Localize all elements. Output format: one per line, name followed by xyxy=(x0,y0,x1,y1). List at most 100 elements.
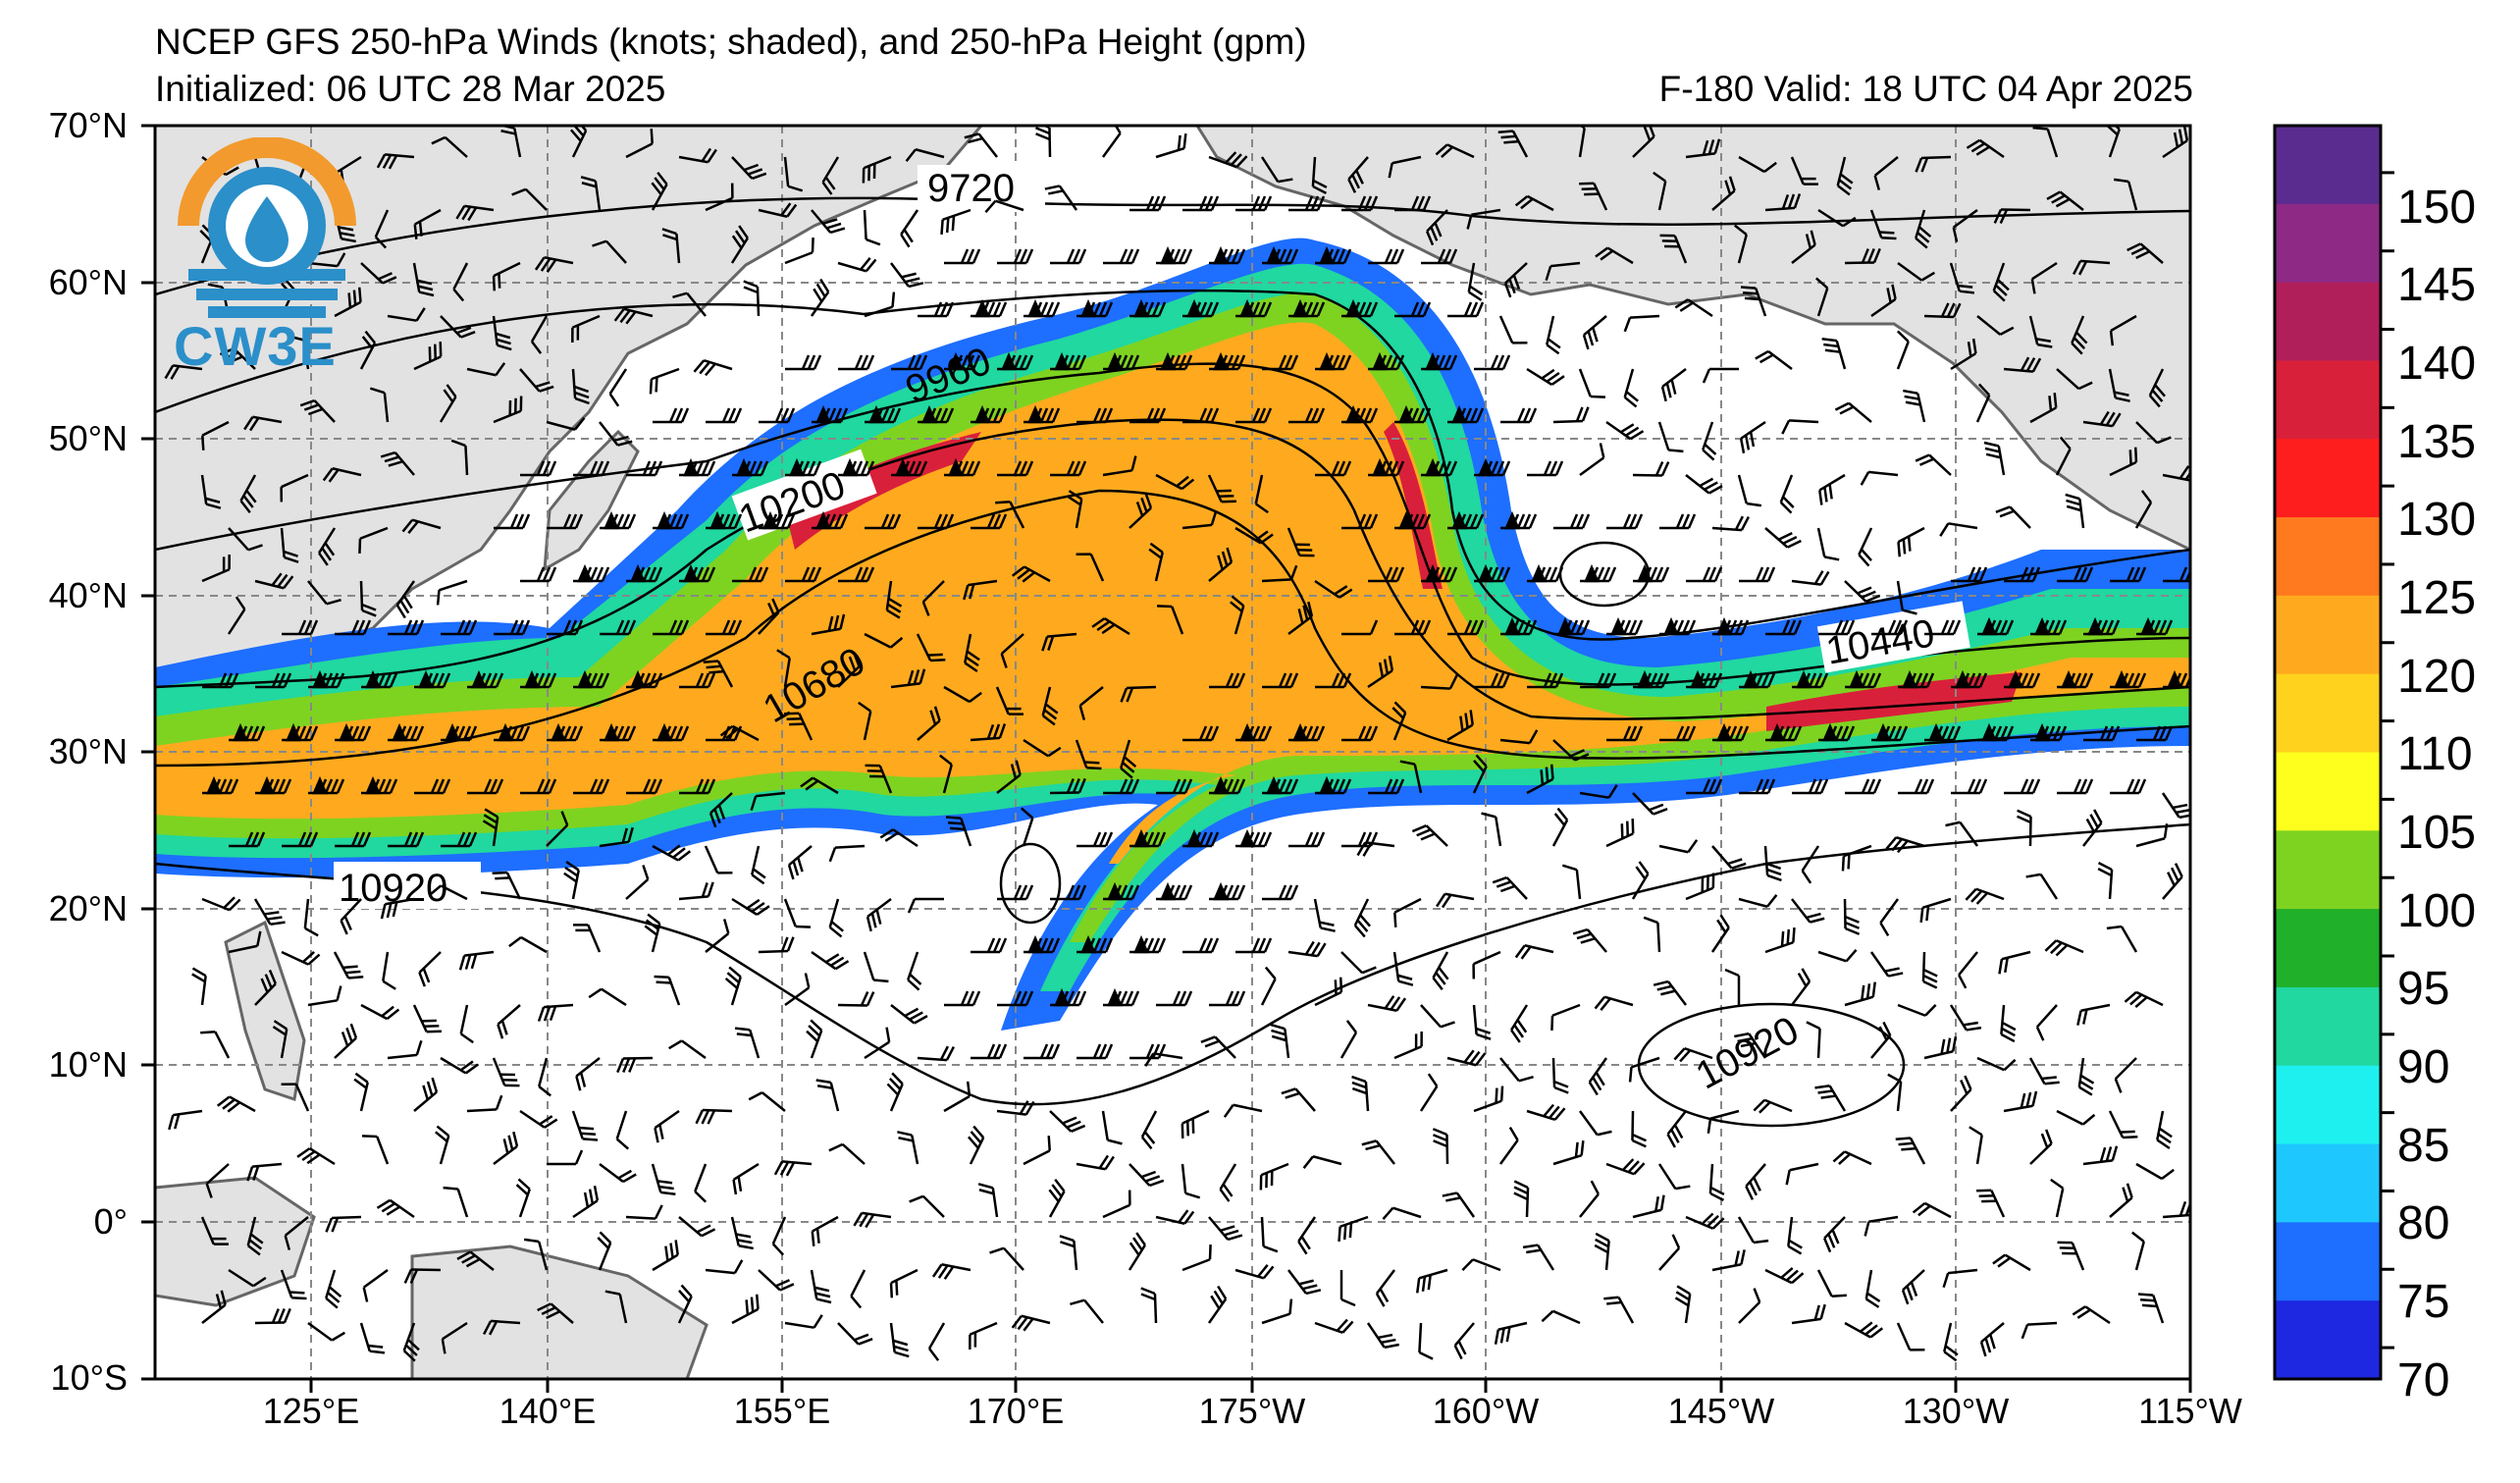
wind-barb xyxy=(1494,1321,1528,1345)
wind-barb xyxy=(1526,1103,1566,1121)
wind-barb xyxy=(2097,861,2114,900)
wind-barb xyxy=(1235,298,1273,318)
wind-barb xyxy=(743,280,761,317)
wind-barb xyxy=(703,660,734,688)
wind-barb xyxy=(1076,407,1114,424)
wind-barb xyxy=(838,566,875,583)
wind-barb xyxy=(387,1039,423,1060)
wind-barb xyxy=(2029,393,2058,424)
wind-barb xyxy=(1182,725,1220,742)
wind-barb xyxy=(891,457,928,477)
wind-barb xyxy=(1024,404,1061,424)
wind-barb xyxy=(784,973,811,1007)
wind-barb xyxy=(168,1109,203,1131)
wind-barb xyxy=(921,580,945,616)
wind-barb xyxy=(678,1216,716,1238)
wind-barb xyxy=(2083,616,2121,636)
wind-barb xyxy=(1790,156,1818,185)
wind-barb xyxy=(970,723,1007,742)
wind-barb xyxy=(653,510,690,530)
wind-barb xyxy=(1140,1287,1158,1324)
wind-barb xyxy=(1605,819,1635,848)
wind-barb xyxy=(964,633,980,673)
wind-barb xyxy=(219,347,256,370)
lat-label-20n: 20°N xyxy=(48,888,128,928)
wind-barb xyxy=(995,686,1024,715)
wind-barb xyxy=(997,884,1034,901)
wind-barb xyxy=(1764,927,1796,954)
wind-barb xyxy=(865,764,893,794)
wind-barb xyxy=(1234,526,1274,545)
wind-barb xyxy=(492,871,522,900)
wind-barb xyxy=(325,1269,342,1309)
wind-barb xyxy=(388,831,425,848)
wind-barb xyxy=(239,474,257,514)
wind-barb xyxy=(1235,828,1273,848)
wind-barb xyxy=(1101,1110,1123,1145)
wind-barb xyxy=(1685,873,1715,901)
wind-barb xyxy=(1686,566,1723,583)
wind-barb xyxy=(1738,155,1777,174)
lat-label-30n: 30°N xyxy=(48,731,128,771)
wind-barb xyxy=(2004,669,2041,689)
wind-barb xyxy=(732,1162,760,1195)
wind-barb xyxy=(1421,563,1458,583)
wind-barb xyxy=(652,844,692,862)
wind-barb xyxy=(1436,892,1475,909)
colorbar-swatch xyxy=(2275,986,2381,1067)
wind-barb xyxy=(626,460,663,477)
wind-barb xyxy=(246,1216,264,1256)
wind-barb xyxy=(281,1083,310,1112)
wind-barb xyxy=(1050,884,1087,901)
wind-barb xyxy=(672,291,707,317)
wind-barb xyxy=(1207,1285,1228,1324)
wind-barb xyxy=(1943,1322,1959,1362)
wind-barb xyxy=(963,579,998,601)
wind-barb xyxy=(1499,729,1539,745)
wind-barb xyxy=(1553,616,1591,636)
wind-barb xyxy=(1446,1049,1487,1067)
wind-barb xyxy=(2124,990,2164,1009)
wind-barb xyxy=(1915,209,1932,249)
wind-barb xyxy=(1467,262,1484,301)
wind-barb xyxy=(387,307,426,322)
wind-barb xyxy=(1474,672,1511,689)
wind-barb xyxy=(724,966,742,1006)
wind-barb xyxy=(1845,778,1882,795)
wind-barb xyxy=(909,1194,945,1218)
wind-barb xyxy=(1234,1264,1275,1280)
wind-barb xyxy=(1896,580,1917,615)
wind-barb xyxy=(1765,619,1803,636)
wind-barb xyxy=(784,237,814,265)
wind-barb xyxy=(2003,1090,2038,1113)
wind-barb xyxy=(1366,1322,1399,1350)
wind-barb xyxy=(307,985,342,1007)
wind-barb xyxy=(2109,447,2138,477)
wind-barb xyxy=(1182,195,1220,212)
land-philippines xyxy=(224,920,306,1101)
wind-barb xyxy=(1041,686,1059,726)
wind-barb xyxy=(1579,1180,1600,1218)
wind-barb xyxy=(1394,619,1432,636)
wind-barb xyxy=(732,566,769,583)
wind-barb xyxy=(2072,1305,2111,1325)
wind-barb xyxy=(668,1039,707,1060)
wind-barb xyxy=(1288,722,1326,742)
wind-barb xyxy=(679,778,716,795)
wind-barb xyxy=(1219,1163,1237,1202)
wind-barb xyxy=(905,148,945,162)
wind-barb xyxy=(626,563,663,583)
wind-barb xyxy=(1579,182,1608,211)
wind-barb xyxy=(436,579,468,606)
wind-barb xyxy=(1992,262,2010,302)
wind-barb xyxy=(890,1004,928,1025)
wind-barb xyxy=(1140,1110,1158,1150)
wind-barb xyxy=(359,580,377,617)
wind-barb xyxy=(1522,1244,1555,1271)
wind-barb xyxy=(679,457,716,477)
colorbar-label-85: 85 xyxy=(2397,1120,2450,1172)
wind-barb xyxy=(1420,1004,1455,1029)
wind-barb xyxy=(1685,1212,1725,1230)
wind-barb xyxy=(1841,844,1872,872)
wind-barb xyxy=(1447,619,1485,636)
